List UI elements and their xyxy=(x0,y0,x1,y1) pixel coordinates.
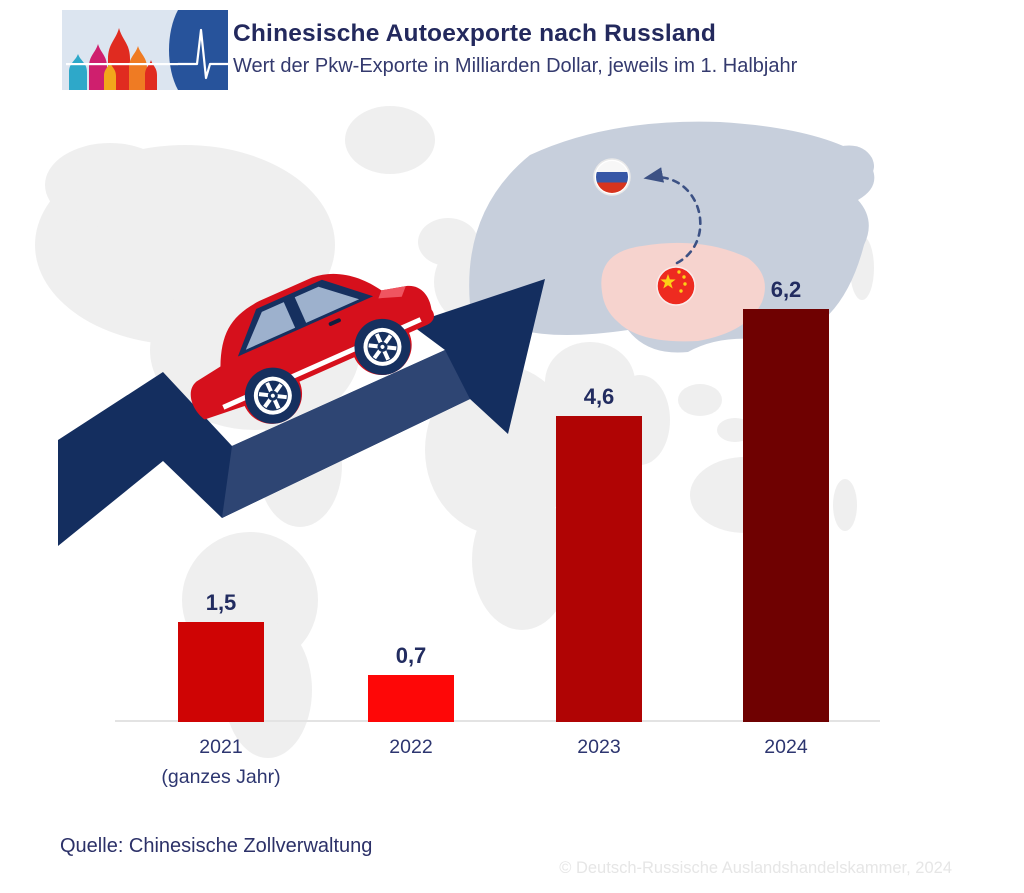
x-axis-line xyxy=(115,720,880,722)
russia-flag-icon xyxy=(593,158,631,196)
dashed-export-arrow-icon xyxy=(643,167,702,265)
car-front-highlight xyxy=(378,286,406,299)
header: Chinesische Autoexporte nach Russland We… xyxy=(233,20,797,78)
map-russia-region xyxy=(469,121,875,353)
continent-africa xyxy=(425,365,575,630)
bar-value-2024: 6,2 xyxy=(770,277,802,302)
page-subtitle: Wert der Pkw-Exporte in Milliarden Dolla… xyxy=(233,55,798,77)
china-flag-icon xyxy=(656,266,696,306)
car-front-window xyxy=(294,286,360,323)
x-tick-2022: 2022 xyxy=(389,736,433,758)
bar-2022 xyxy=(368,675,454,722)
bar-2024 xyxy=(743,309,829,722)
continent-greenland xyxy=(345,106,435,174)
bar-2023 xyxy=(556,416,642,722)
x-tick-2023: 2023 xyxy=(577,736,621,758)
page-title: Chinesische Autoexporte nach Russland xyxy=(233,20,716,47)
x-tick-sublabel-2021: (ganzes Jahr) xyxy=(161,766,281,788)
bar-2021 xyxy=(178,622,264,722)
source-note: Quelle: Chinesische Zollverwaltung xyxy=(60,835,373,857)
x-tick-2024: 2024 xyxy=(764,736,808,758)
growth-arrow xyxy=(58,279,545,546)
growth-arrow-shaft xyxy=(222,350,470,518)
bar-value-2022: 0,7 xyxy=(395,643,427,668)
red-car-illustration xyxy=(190,273,434,424)
dra-cathedral-pulse-logo xyxy=(62,10,228,90)
x-tick-2021: 2021 xyxy=(199,736,243,758)
copyright-note: © Deutsch-Russische Auslandshandelskamme… xyxy=(559,859,952,877)
pulse-line-icon xyxy=(66,28,228,80)
region-new-zealand xyxy=(833,479,857,531)
bar-value-2021: 1,5 xyxy=(205,590,237,615)
car-rear-window xyxy=(245,302,296,350)
car-front-wheel xyxy=(354,318,411,375)
bar-value-2023: 4,6 xyxy=(583,384,615,409)
car-rear-wheel xyxy=(244,367,301,424)
car-door-handle xyxy=(328,318,341,326)
